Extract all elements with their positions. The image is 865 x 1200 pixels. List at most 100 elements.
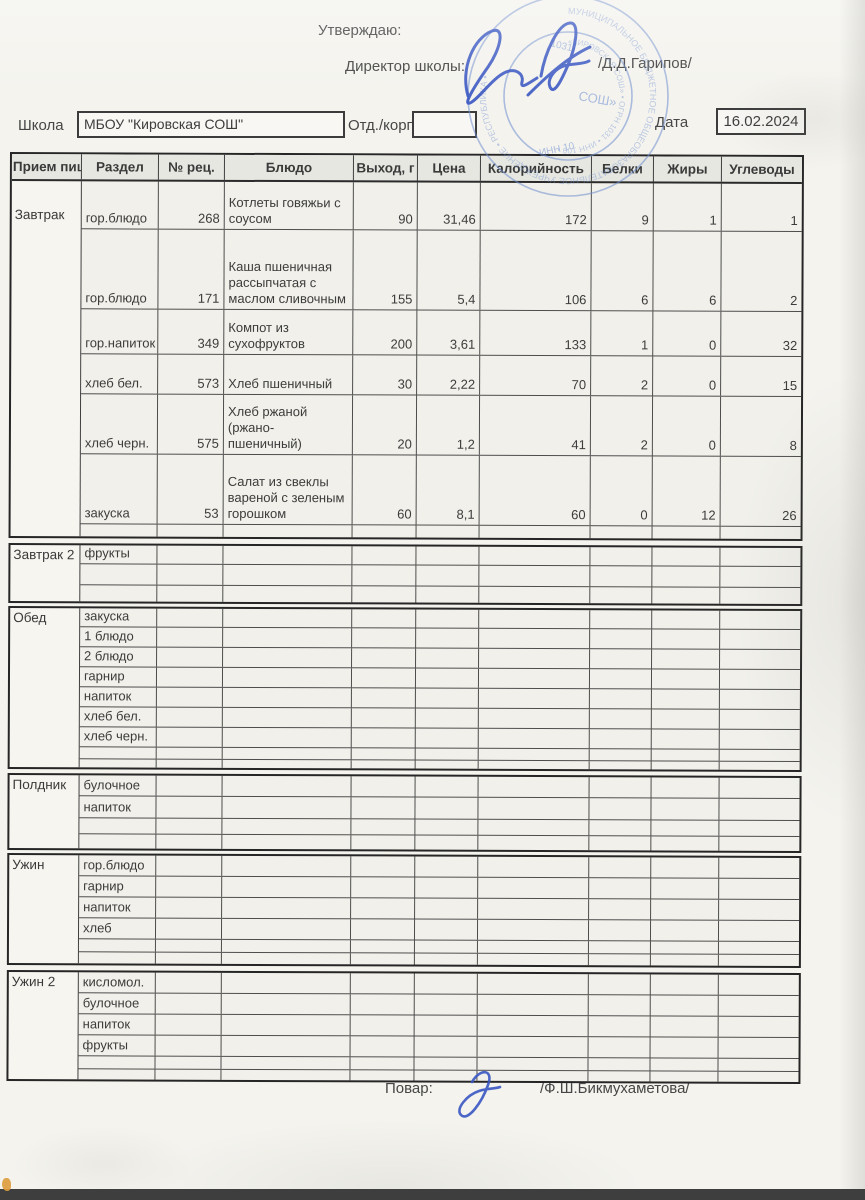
- table-cell: [222, 855, 352, 877]
- table-cell: [352, 546, 417, 565]
- table-cell: [79, 818, 157, 834]
- table-cell: [350, 994, 415, 1015]
- table-cell: [222, 897, 352, 919]
- table-cell: [350, 953, 415, 965]
- table-cell: 15: [782, 378, 798, 394]
- table-cell: [719, 879, 799, 899]
- table-cell: закуска: [80, 608, 158, 627]
- table-cell: [651, 729, 720, 749]
- table-cell: [651, 857, 720, 878]
- dept-value: [414, 113, 475, 119]
- table-cell: [415, 668, 480, 688]
- table-cell: гор.блюдо: [81, 181, 159, 229]
- table-cell: [416, 609, 480, 628]
- table-cell: [720, 588, 800, 604]
- table-cell: гор.напиток: [81, 309, 159, 354]
- table-cell: 53: [157, 454, 224, 524]
- table-cell: [478, 708, 590, 729]
- table-cell: хлеб черн.: [79, 727, 157, 747]
- table-cell: [80, 564, 158, 585]
- table-cell: 60: [352, 455, 417, 525]
- table-cell: [651, 689, 720, 709]
- table-cell: [652, 649, 721, 669]
- table-cell: [156, 818, 223, 834]
- meal-section: Ужин 2 кисломол. булочное напиток фрукты: [8, 972, 799, 1083]
- table-cell: [415, 797, 479, 819]
- table-cell: Хлеб пшеничный: [224, 354, 354, 395]
- table-cell: [477, 973, 589, 995]
- table-cell: [588, 1071, 651, 1082]
- table-cell: Салат из свеклы вареной с зеленым горошк…: [223, 454, 353, 525]
- table-cell: [352, 586, 417, 603]
- table-cell: [415, 760, 479, 769]
- scan-bottom-edge: [0, 1189, 865, 1200]
- table-cell: [721, 527, 801, 539]
- table-cell: 106: [480, 230, 592, 311]
- table-cell: [351, 688, 416, 708]
- dept-label: Отд./корп: [348, 117, 415, 134]
- table-cell: 6: [591, 231, 654, 311]
- table-cell: напиток: [78, 1014, 156, 1035]
- table-cell: [477, 994, 589, 1016]
- table-cell: [478, 819, 590, 836]
- table-cell: [650, 954, 719, 966]
- table-cell: [414, 919, 479, 940]
- table-cell: напиток: [79, 796, 157, 818]
- table-cell: 20: [352, 395, 418, 455]
- menu-row: булочное: [79, 775, 800, 800]
- table-cell: 0: [653, 311, 722, 356]
- table-cell: [416, 546, 480, 565]
- table-cell: [651, 749, 720, 761]
- table-cell: [352, 628, 417, 648]
- table-cell: [589, 709, 652, 729]
- table-cell: [719, 996, 799, 1016]
- meal-rows: гор.блюдо гарнир напиток хлеб: [78, 855, 800, 967]
- table-cell: закуска: [80, 454, 158, 524]
- column-header: Цена: [417, 155, 481, 181]
- meal-rows: фрукты: [80, 545, 801, 605]
- meal-label: Завтрак: [10, 181, 82, 537]
- menu-row: гор.блюдо: [79, 855, 800, 880]
- cook-label: Повар:: [385, 1080, 433, 1097]
- menu-row: гор.блюдо 268 Котлеты говяжьи с соусом 90 31…: [81, 181, 802, 233]
- table-cell: [720, 630, 800, 649]
- table-cell: [156, 759, 223, 768]
- table-cell: [588, 920, 652, 941]
- table-cell: [156, 834, 223, 849]
- table-cell: [719, 821, 799, 836]
- table-cell: [720, 690, 800, 709]
- menu-row: [80, 564, 801, 589]
- table-cell: [351, 797, 416, 819]
- column-header: Прием пищи: [11, 154, 82, 180]
- table-cell: [414, 953, 478, 965]
- table-cell: Каша пшеничная рассыпчатая с маслом слив…: [224, 229, 354, 310]
- menu-row: гор.блюдо 171 Каша пшеничная рассыпчатая с…: [81, 229, 802, 313]
- dept-field: [412, 111, 477, 138]
- table-cell: [157, 564, 224, 585]
- table-cell: [223, 524, 353, 538]
- table-cell: [589, 761, 652, 770]
- table-cell: [478, 797, 590, 820]
- meal-section: Полдник булочное напиток: [9, 775, 800, 852]
- table-cell: [221, 1014, 351, 1036]
- table-cell: хлеб черн.: [80, 394, 159, 454]
- table-cell: [156, 876, 223, 897]
- menu-row: [78, 952, 799, 967]
- table-cell: хлеб бел.: [81, 354, 159, 394]
- meal-section: Завтрак 2 фрукты: [10, 545, 801, 605]
- meal-rows: булочное напиток: [79, 775, 800, 852]
- table-cell: 1: [790, 213, 798, 229]
- menu-row: напиток: [79, 687, 800, 711]
- table-cell: [221, 993, 351, 1015]
- table-cell: [221, 952, 351, 965]
- meal-label: Обед: [9, 608, 81, 768]
- table-cell: [477, 940, 589, 954]
- table-cell: фрукты: [80, 545, 158, 564]
- table-cell: 268: [158, 181, 225, 229]
- table-cell: 155: [353, 230, 418, 310]
- table-cell: [155, 972, 222, 993]
- table-cell: [155, 918, 223, 939]
- table-cell: [719, 975, 799, 995]
- table-cell: [155, 1069, 222, 1080]
- table-cell: 1: [653, 183, 722, 231]
